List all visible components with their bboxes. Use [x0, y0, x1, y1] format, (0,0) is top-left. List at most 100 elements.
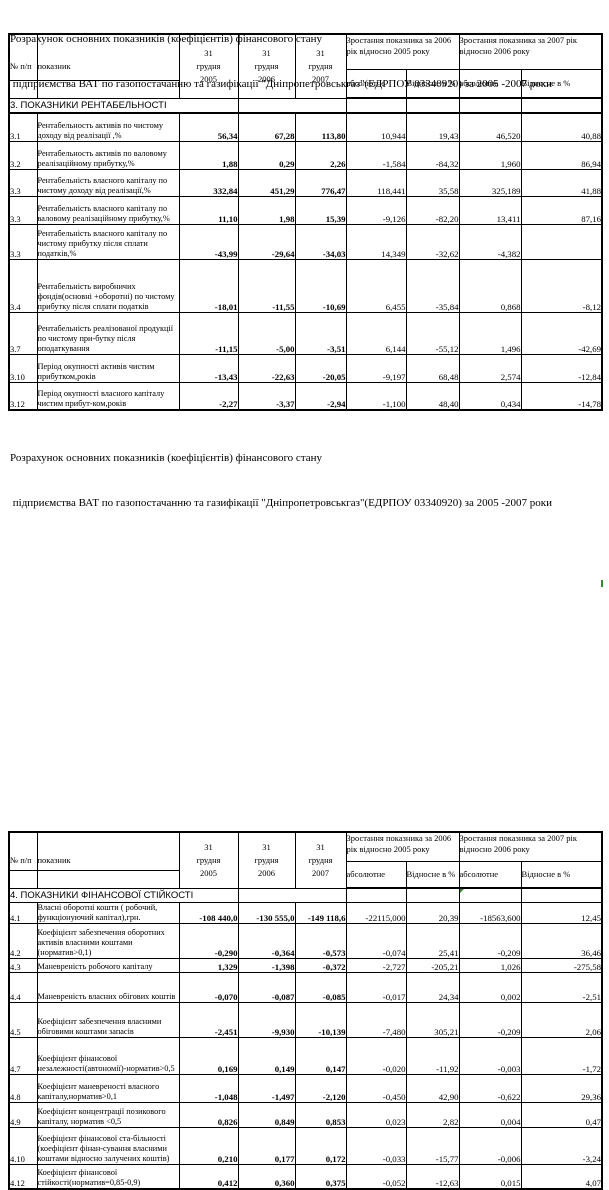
- table-row: 4.12 Коефіцієнт фінансової стійкості(норм…: [8, 1163, 603, 1190]
- value-cell: 13,411: [458, 195, 522, 225]
- indicator-label-cell: Маневреність робочого капіталу: [36, 957, 180, 973]
- table-row: 3.3 Рентабельність власного капіталу по в…: [8, 195, 603, 225]
- column-header-indicator: показник: [36, 33, 180, 99]
- value-cell: 1,496: [458, 311, 522, 355]
- date-month: грудня: [196, 854, 221, 865]
- value-cell: 36,46: [520, 922, 603, 959]
- column-header-indicator: показник: [36, 831, 180, 889]
- column-header-relative: Відносне в %: [520, 860, 603, 889]
- value-cell: 1,88: [178, 140, 239, 170]
- indicator-label-cell: Коефіцієнт забезпечення оборотних активі…: [36, 922, 180, 959]
- table-row: 4.8 Коефіцієнт маневреності власного капі…: [8, 1073, 603, 1103]
- section-empty-cell: [458, 887, 522, 903]
- row-number-cell: 3.7: [8, 311, 38, 355]
- value-cell: -0,372: [294, 957, 347, 973]
- column-header-date-2007: 31 грудня 2007: [294, 33, 347, 99]
- financial-stability-table-container: № п/п показник 31 грудня 2005 31 грудня 2006 31 г…: [8, 831, 609, 1190]
- table-row: 3.1 Рентабельность активів по чистому дох…: [8, 112, 603, 142]
- table-row: 4.7 Коефіцієнт фінансової незалежності(ав…: [8, 1036, 603, 1075]
- date-month: грудня: [308, 854, 333, 865]
- value-cell: 332,84: [178, 168, 239, 197]
- date-day: 31: [204, 841, 213, 852]
- value-cell: -12,84: [520, 353, 603, 383]
- value-cell: 1,98: [237, 195, 296, 225]
- header-merge-divider: [8, 870, 179, 871]
- value-cell: -0,033: [345, 1126, 407, 1165]
- indicator-label-cell: Рентабельність реалізованої продукції по…: [36, 311, 180, 355]
- date-day: 31: [316, 841, 325, 852]
- value-cell: -9,126: [345, 195, 407, 225]
- section-empty-cell: [520, 97, 603, 114]
- value-cell: -9,197: [345, 353, 407, 383]
- value-cell: -29,64: [237, 223, 296, 260]
- row-number-cell: 4.8: [8, 1073, 38, 1103]
- value-cell: -2,27: [178, 381, 239, 411]
- column-header-relative: Відносне в %: [520, 68, 603, 99]
- value-cell: -1,497: [237, 1073, 296, 1103]
- value-cell: 0,004: [458, 1101, 522, 1128]
- row-number-cell: 4.4: [8, 971, 38, 1003]
- value-cell: 0,375: [294, 1163, 347, 1190]
- value-cell: -7,480: [345, 1001, 407, 1038]
- value-cell: 0,853: [294, 1101, 347, 1128]
- value-cell: 15,39: [294, 195, 347, 225]
- section-empty-cell: [405, 97, 460, 114]
- value-cell: 0,360: [237, 1163, 296, 1190]
- value-cell: -3,37: [237, 381, 296, 411]
- value-cell: [520, 223, 603, 260]
- value-cell: -0,364: [237, 922, 296, 959]
- value-cell: -3,51: [294, 311, 347, 355]
- date-day: 31: [262, 841, 271, 852]
- value-cell: 1,026: [458, 957, 522, 973]
- table-row: 3.7 Рентабельність реалізованої продукції…: [8, 311, 603, 355]
- financial-indicators-table: № п/п показник 31 грудня 2005 31 грудня 2006 31 г…: [8, 831, 603, 1190]
- value-cell: -14,78: [520, 381, 603, 411]
- value-cell: -0,070: [178, 971, 239, 1003]
- indicator-label-cell: Коефіцієнт концентрації позикового капіт…: [36, 1101, 180, 1128]
- indicator-label-cell: Коефіцієнт фінансової стійкості(норматив…: [36, 1163, 180, 1190]
- value-cell: -2,120: [294, 1073, 347, 1103]
- date-year: 2006: [258, 867, 275, 878]
- value-cell: 0,826: [178, 1101, 239, 1128]
- table-header: № п/п показник 31 грудня 2005 31 грудня 2006 31 г…: [8, 33, 603, 99]
- indicator-label-cell: Коефіцієнт забезпечення власними обігови…: [36, 1001, 180, 1038]
- value-cell: 0,149: [237, 1036, 296, 1075]
- value-cell: 451,29: [237, 168, 296, 197]
- value-cell: 0,434: [458, 381, 522, 411]
- header-row-subcolumns: абсолютне Відносне в % абсолютне Відносне в…: [9, 68, 603, 99]
- value-cell: 24,34: [405, 971, 460, 1003]
- value-cell: 10,944: [345, 112, 407, 142]
- profitability-table-container: № п/п показник 31 грудня 2005 31 грудня 2006 31 г…: [8, 33, 609, 411]
- row-number-cell: 3.10: [8, 353, 38, 383]
- table-row: 3.3 Рентабельність власного капіталу по ч…: [8, 223, 603, 260]
- value-cell: 0,868: [458, 258, 522, 313]
- row-number-cell: 4.2: [8, 922, 38, 959]
- row-number-cell: 3.12: [8, 381, 38, 411]
- indicator-label-cell: Рентабельность активів по чистому доходу…: [36, 112, 180, 142]
- value-cell: -1,048: [178, 1073, 239, 1103]
- indicator-label-cell: Рентабельность активів по валовому реалі…: [36, 140, 180, 170]
- value-cell: -18563,600: [458, 901, 522, 924]
- value-cell: 0,002: [458, 971, 522, 1003]
- column-header-date-2005: 31 грудня 2005: [178, 33, 239, 99]
- value-cell: -0,450: [345, 1073, 407, 1103]
- value-cell: -0,085: [294, 971, 347, 1003]
- table-row: 3.3 Рентабельність власного капіталу по ч…: [8, 168, 603, 197]
- financial-indicators-table: № п/п показник 31 грудня 2005 31 грудня 2006 31 г…: [8, 33, 603, 411]
- section-row: 3. ПОКАЗНИКИ РЕНТАБЕЛЬНОСТІ: [8, 97, 603, 114]
- section-empty-cell: [345, 97, 407, 114]
- value-cell: -0,622: [458, 1073, 522, 1103]
- table-row: 4.9 Коефіцієнт концентрації позикового ка…: [8, 1101, 603, 1128]
- value-cell: 0,169: [178, 1036, 239, 1075]
- column-header-growth-2006: Зростання показника за 2006 рік відносно…: [345, 33, 460, 70]
- value-cell: 325,189: [458, 168, 522, 197]
- value-cell: 0,147: [294, 1036, 347, 1075]
- date-month: грудня: [196, 60, 221, 71]
- table-row: 4.2 Коефіцієнт забезпечення оборотних акт…: [8, 922, 603, 959]
- table-row: 3.12 Період окупності власного капіталу ч…: [8, 381, 603, 411]
- value-cell: -34,03: [294, 223, 347, 260]
- indicator-label-cell: Рентабельність власного капіталу по чист…: [36, 168, 180, 197]
- value-cell: 20,39: [405, 901, 460, 924]
- value-cell: -20,05: [294, 353, 347, 383]
- value-cell: -5,00: [237, 311, 296, 355]
